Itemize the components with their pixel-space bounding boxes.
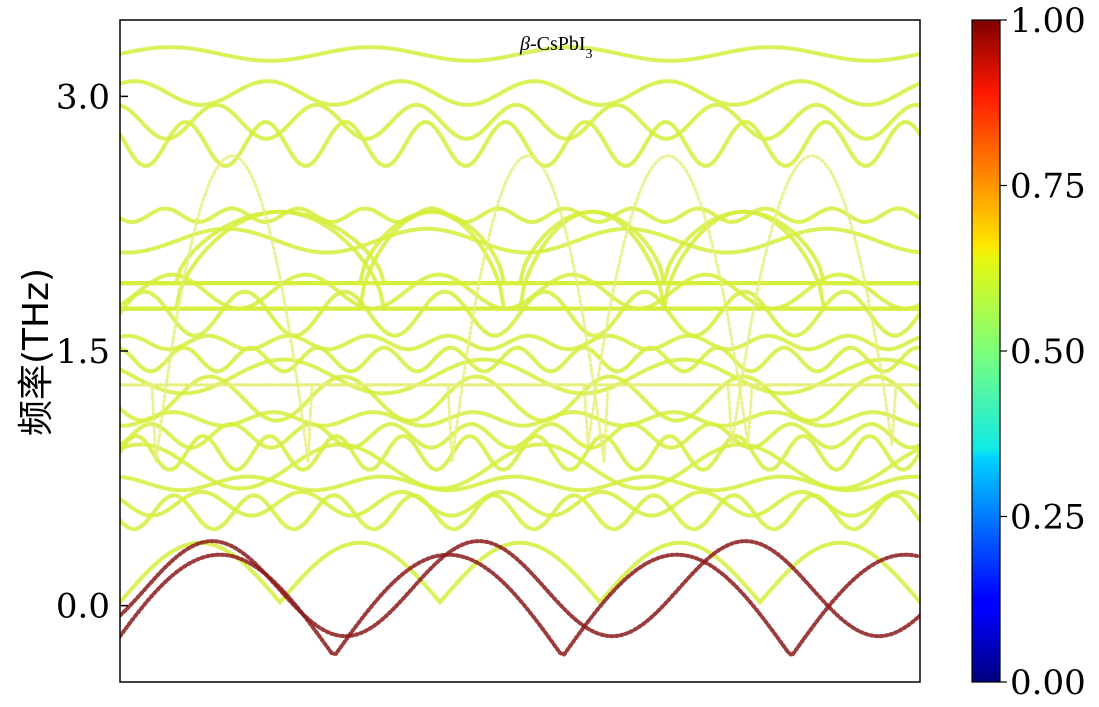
band-line — [120, 421, 920, 450]
title-main: -CsPbI — [530, 33, 586, 55]
colorbar-gradient — [971, 19, 1001, 683]
y-tick-label: 3.0 — [56, 77, 110, 117]
y-axis-label: 频率(THz) — [16, 268, 57, 436]
band-line — [120, 489, 920, 518]
title-prefix: β — [519, 33, 530, 55]
band-line — [120, 79, 920, 107]
y-ticks: 0.0 1.5 3.0 — [56, 77, 128, 627]
band-line — [120, 357, 920, 396]
band-line — [120, 345, 920, 374]
chart-title: β-CsPbI3 — [519, 33, 593, 62]
colorbar-tick-label: 0.00 — [1010, 663, 1086, 703]
band-line — [120, 45, 920, 63]
low-band-line — [120, 539, 920, 639]
plot-area: 0.0 1.5 3.0 — [56, 19, 921, 683]
y-tick-label: 1.5 — [56, 332, 110, 372]
colorbar-tick-label: 1.00 — [1010, 1, 1086, 41]
y-tick-label: 0.0 — [56, 587, 110, 627]
band-line — [120, 226, 920, 255]
band-line — [120, 442, 920, 491]
colorbar-ticks: 0.00 0.25 0.50 0.75 1.00 — [1000, 1, 1086, 703]
title-subscript: 3 — [586, 47, 593, 62]
colorbar-tick-label: 0.50 — [1010, 332, 1086, 372]
band-line — [120, 374, 920, 423]
low-band-line — [120, 552, 920, 659]
band-line — [120, 209, 920, 286]
band-line — [120, 410, 920, 428]
colorbar-tick-label: 0.25 — [1010, 498, 1086, 538]
band-line — [120, 433, 920, 472]
phonon-bands — [120, 45, 920, 659]
band-line — [120, 119, 920, 168]
colorbar-tick-label: 0.75 — [1010, 167, 1086, 207]
band-line — [120, 289, 920, 338]
band-line — [120, 209, 920, 311]
band-line — [120, 474, 920, 493]
band-line — [120, 540, 920, 606]
colorbar: 0.00 0.25 0.50 0.75 1.00 — [971, 1, 1086, 703]
band-line — [120, 493, 920, 532]
band-line-dotted — [120, 154, 920, 446]
